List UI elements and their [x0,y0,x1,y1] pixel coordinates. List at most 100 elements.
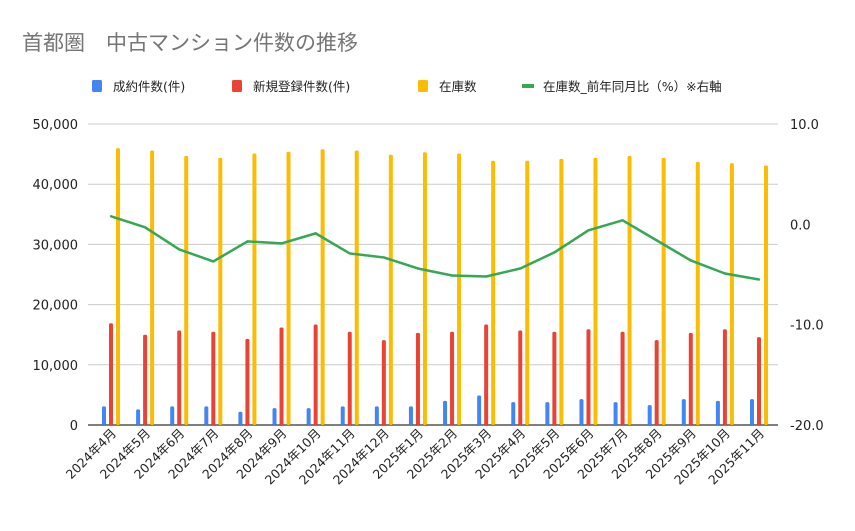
line-point [587,229,590,232]
line-point [143,226,147,229]
line-point [450,274,454,277]
legend-swatch [418,80,428,92]
bar-contracts [647,405,652,425]
legend-label: 在庫数_前年同月比（%）※右軸 [543,79,722,94]
line-point [723,272,727,275]
bar-contracts [170,406,175,425]
bar-new-listings [143,334,148,425]
bar-contracts [579,399,584,425]
bar-inventory [661,157,666,425]
line-point [689,259,692,262]
legend-swatch [92,80,102,92]
legend-swatch [522,84,534,88]
bar-contracts [511,402,516,425]
bar-new-listings [484,324,489,425]
bar-new-listings [586,329,591,425]
legend-label: 新規登録件数(件) [253,79,350,94]
line-point [416,267,420,270]
line-point [484,275,488,278]
legend: 成約件数(件) 新規登録件数(件) 在庫数 在庫数_前年同月比（%）※右軸 [92,79,722,94]
bar-inventory [320,149,325,425]
line-point [109,215,113,218]
right-tick-label: 10.0 [790,118,819,133]
bar-inventory [764,165,768,425]
right-tick-label: -20.0 [790,419,824,434]
bar-contracts [306,408,311,425]
bar-contracts [477,395,482,425]
bar-inventory [457,153,462,426]
bar-contracts [238,411,243,425]
line-series [109,215,761,281]
gridlines [88,123,778,426]
left-tick-label: 40,000 [33,178,79,193]
bar-contracts [408,406,413,425]
bar-contracts [204,406,209,425]
bar-new-listings [109,323,113,425]
bar-new-listings [313,324,318,425]
line-point [553,251,556,254]
line-point [314,232,317,235]
legend-swatch [232,80,242,92]
bars [102,148,768,426]
bar-contracts [750,399,754,425]
line-point [655,239,658,242]
bar-inventory [354,150,359,425]
line-point [757,278,761,281]
right-tick-label: -10.0 [790,319,824,334]
bar-new-listings [757,337,761,425]
bar-contracts [681,399,686,425]
bar-inventory [627,155,632,425]
bar-contracts [443,400,448,425]
line-point [348,252,351,255]
bar-inventory [422,152,427,425]
left-tick-label: 20,000 [33,299,79,314]
bar-inventory [491,160,496,426]
bar-inventory [593,157,598,425]
bar-inventory [286,151,291,425]
bar-new-listings [620,331,625,425]
bar-new-listings [415,332,420,425]
bar-inventory [150,150,155,425]
line-point [280,242,283,245]
chart-title: 首都圏 中古マンション件数の推移 [22,31,358,55]
bar-inventory [218,157,223,425]
bar-new-listings [279,327,284,425]
bar-new-listings [654,340,659,425]
bar-inventory [525,160,530,426]
legend-label: 成約件数(件) [113,79,185,94]
bar-contracts [136,409,141,425]
bar-inventory [252,153,257,426]
bar-inventory [729,163,734,425]
bar-inventory [695,161,700,425]
bar-inventory [116,148,120,425]
line-point [178,248,181,251]
legend-label: 在庫数 [439,79,477,94]
bar-contracts [613,402,618,425]
bar-inventory [388,154,393,425]
line-point [519,267,522,270]
bar-new-listings [722,329,727,425]
left-tick-label: 50,000 [33,118,79,133]
line-point [212,260,215,263]
left-tick-label: 30,000 [33,238,79,253]
bar-new-listings [211,331,216,425]
bar-new-listings [245,338,250,425]
bar-new-listings [381,340,386,425]
line-point [621,219,624,222]
line-point [246,240,249,243]
right-tick-label: 0.0 [790,218,811,233]
bar-contracts [715,400,720,425]
bar-new-listings [688,332,693,425]
bar-new-listings [450,331,455,425]
bar-contracts [545,402,550,425]
bar-new-listings [552,331,557,425]
bar-contracts [272,408,277,425]
bar-contracts [340,406,345,425]
left-tick-label: 0 [70,419,78,434]
bar-new-listings [347,331,352,425]
bar-new-listings [518,330,523,425]
bar-contracts [102,406,106,425]
line-point [382,256,386,259]
bar-inventory [559,158,564,425]
